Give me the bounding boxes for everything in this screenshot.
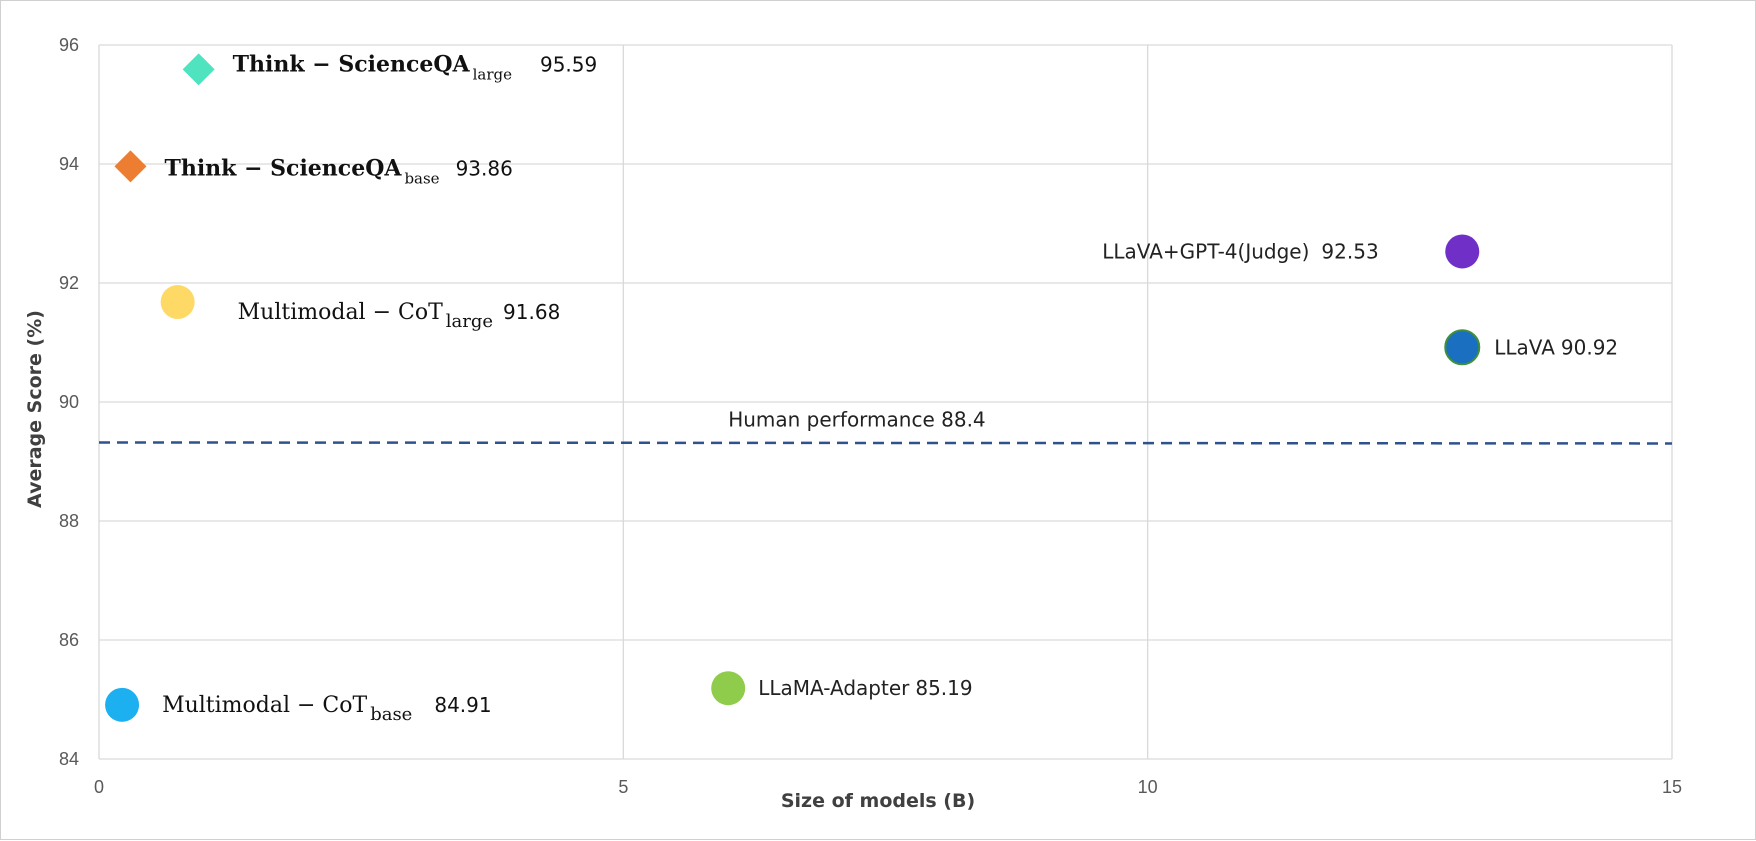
tick-labels: 84 86 88 90 92 94 96 0 5 10 15	[59, 35, 1682, 797]
point-label: LLaVA+GPT-4(Judge) 92.53	[1102, 239, 1378, 263]
point-subscript: large	[446, 311, 493, 332]
y-tick-label: 88	[59, 511, 79, 531]
point-name: LLaMA-Adapter	[758, 676, 910, 700]
data-points	[105, 53, 1481, 722]
circle-marker	[105, 687, 140, 722]
point-subscript: base	[370, 704, 412, 725]
circle-marker	[711, 671, 746, 706]
point-value: 93.86	[456, 156, 513, 180]
circle-marker	[160, 285, 195, 320]
point-name: Multimodal − CoT	[238, 300, 443, 325]
x-tick-label: 10	[1138, 777, 1158, 797]
x-axis-title: Size of models (B)	[781, 790, 975, 812]
y-tick-label: 92	[59, 273, 79, 293]
point-name: LLaVA+GPT-4(Judge)	[1102, 239, 1309, 263]
point-value: 85.19	[915, 676, 972, 700]
y-tick-label: 84	[59, 749, 79, 769]
circle-marker	[1444, 329, 1481, 366]
y-tick-label: 86	[59, 630, 79, 650]
y-tick-label: 94	[59, 154, 79, 174]
x-tick-label: 15	[1662, 777, 1682, 797]
point-value: 90.92	[1561, 335, 1618, 359]
point-label: Think − ScienceQA base 93.86	[164, 155, 512, 187]
point-subscript: large	[473, 65, 513, 83]
point-label: Think − ScienceQA large 95.59	[233, 51, 598, 83]
point-label: LLaMA-Adapter 85.19	[758, 676, 972, 700]
point-label: Multimodal − CoT base 84.91	[162, 693, 492, 725]
point-label: LLaVA 90.92	[1494, 335, 1618, 359]
circle-marker	[1445, 234, 1480, 269]
diamond-marker	[182, 53, 215, 86]
point-value: 92.53	[1321, 239, 1378, 263]
point-value: 91.68	[503, 300, 560, 324]
point-value: 84.91	[434, 693, 491, 717]
x-tick-label: 5	[618, 777, 628, 797]
point-name: Think − ScienceQA	[164, 155, 402, 181]
human-performance-line	[98, 441, 1673, 445]
y-tick-label: 90	[59, 392, 79, 412]
point-value: 95.59	[540, 52, 597, 76]
diamond-marker	[114, 150, 147, 183]
point-label: Multimodal − CoT large 91.68	[238, 300, 561, 332]
x-tick-label: 0	[94, 777, 104, 797]
point-name: Multimodal − CoT	[162, 693, 367, 718]
reference-line-group: Human performance 88.4	[98, 407, 1673, 445]
point-subscript: base	[404, 169, 439, 187]
grid-lines	[98, 44, 1673, 760]
y-axis-title: Average Score (%)	[24, 310, 46, 508]
point-name: LLaVA	[1494, 335, 1555, 359]
y-tick-label: 96	[59, 35, 79, 55]
point-name: Think − ScienceQA	[233, 51, 471, 77]
human-performance-label: Human performance 88.4	[728, 407, 985, 431]
